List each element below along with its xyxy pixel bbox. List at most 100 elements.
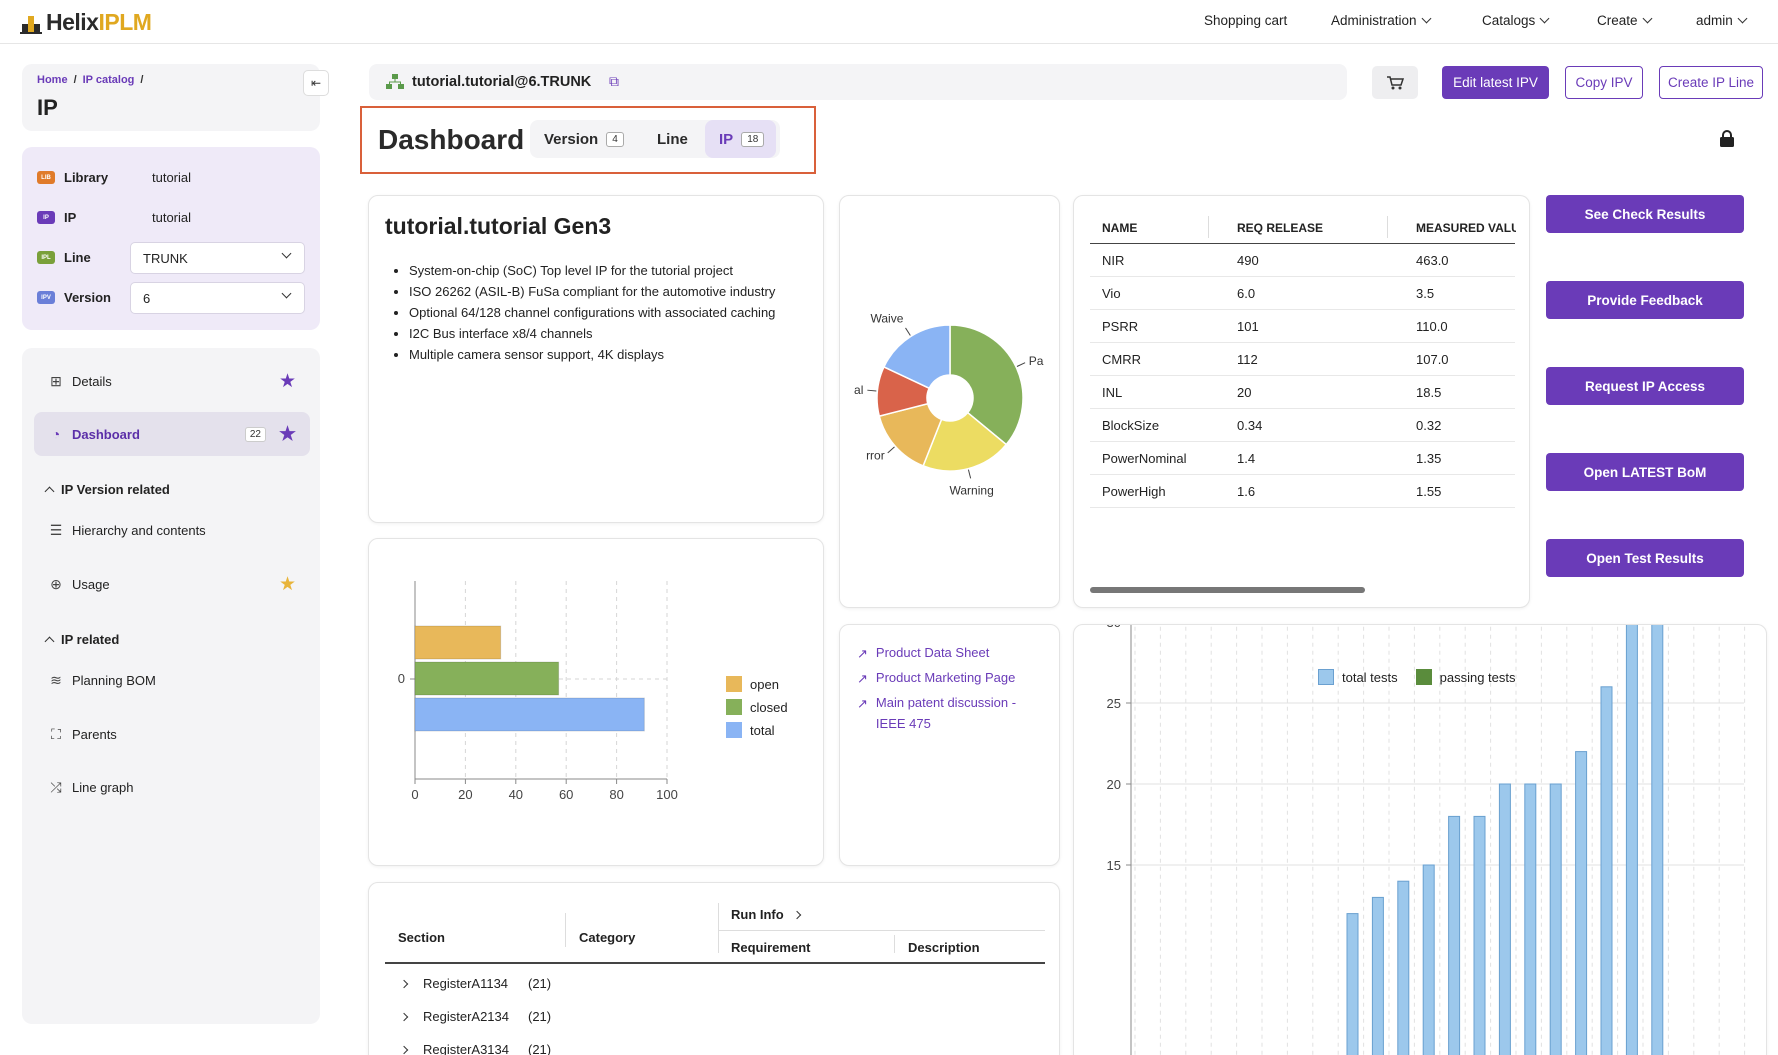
- copy-icon[interactable]: ⧉: [609, 73, 619, 89]
- lock-icon[interactable]: [1720, 130, 1734, 147]
- legend-item[interactable]: total: [726, 722, 788, 738]
- table-row[interactable]: RegisterA1134 (21): [385, 976, 551, 991]
- col-header-run-info[interactable]: Run Info: [731, 907, 801, 922]
- tab-label: IP: [719, 130, 734, 148]
- request-ip-access-button[interactable]: Request IP Access: [1546, 367, 1744, 405]
- version-badge-icon: IPV: [37, 291, 55, 304]
- legend-item[interactable]: passing tests: [1415, 669, 1516, 685]
- edit-latest-ipv-button[interactable]: Edit latest IPV: [1442, 66, 1549, 99]
- x-tick-label: 40: [509, 787, 523, 802]
- nav-create[interactable]: Create: [1597, 13, 1652, 28]
- link-product-data-sheet[interactable]: ↗ Product Data Sheet: [857, 642, 989, 664]
- nav-catalogs[interactable]: Catalogs: [1482, 13, 1550, 28]
- bar-closed[interactable]: [414, 661, 560, 696]
- table-cell: Vio: [1102, 286, 1121, 301]
- bar-total-tests[interactable]: [1498, 783, 1511, 1055]
- table-cell: PowerHigh: [1102, 484, 1166, 499]
- breadcrumb-home[interactable]: Home: [37, 74, 68, 86]
- row-name: RegisterA3134: [423, 1042, 509, 1055]
- bar-total-tests[interactable]: [1422, 864, 1435, 1055]
- cart-button[interactable]: [1372, 66, 1418, 99]
- col-header-req-release[interactable]: REQ RELEASE: [1237, 221, 1324, 235]
- table-row: PowerHigh 1.6 1.55: [1090, 475, 1515, 508]
- col-header-requirement[interactable]: Requirement: [731, 940, 811, 955]
- prop-ip: IP IP tutorial: [37, 210, 191, 225]
- sidebar-item-hierarchy[interactable]: ☰ Hierarchy and contents: [34, 508, 310, 552]
- legend-item[interactable]: total tests: [1318, 669, 1398, 685]
- table-row[interactable]: RegisterA3134 (21): [385, 1042, 551, 1055]
- version-select[interactable]: 6: [130, 282, 305, 314]
- open-test-results-button[interactable]: Open Test Results: [1546, 539, 1744, 577]
- nav-administration[interactable]: Administration: [1331, 13, 1431, 28]
- list-item: ISO 26262 (ASIL-B) FuSa compliant for th…: [409, 281, 775, 302]
- breadcrumb-ip-catalog[interactable]: IP catalog: [82, 74, 135, 86]
- nav-admin-user[interactable]: admin: [1696, 13, 1748, 28]
- tab-ip[interactable]: IP 18: [705, 120, 777, 158]
- favorite-star-icon[interactable]: ★: [278, 423, 296, 445]
- copy-ipv-button[interactable]: Copy IPV: [1565, 66, 1643, 99]
- create-ip-line-button[interactable]: Create IP Line: [1659, 66, 1763, 99]
- logo-text-iplm: IPLM: [98, 9, 152, 35]
- group-ip-related[interactable]: IP related: [44, 632, 120, 647]
- pie-slice[interactable]: [949, 324, 1024, 446]
- pie-label: Pa: [1029, 354, 1044, 368]
- see-check-results-button[interactable]: See Check Results: [1546, 195, 1744, 233]
- sidebar-item-dashboard[interactable]: ◔ Dashboard 22 ★: [34, 412, 310, 456]
- favorite-star-icon[interactable]: ★: [278, 573, 296, 595]
- chevron-right-icon[interactable]: [399, 1012, 409, 1021]
- open-latest-bom-button[interactable]: Open LATEST BoM: [1546, 453, 1744, 491]
- prop-value: tutorial: [152, 170, 192, 185]
- bar-total-tests[interactable]: [1397, 880, 1410, 1055]
- line-select[interactable]: TRUNK: [130, 242, 305, 274]
- tab-line[interactable]: Line: [657, 120, 688, 158]
- collapse-left-icon[interactable]: ⇤: [303, 70, 329, 96]
- legend-item[interactable]: open: [726, 676, 788, 692]
- link-main-patent[interactable]: ↗ Main patent discussion - IEEE 475: [857, 692, 1042, 734]
- chevron-right-icon[interactable]: [399, 979, 409, 988]
- pie-slice[interactable]: [882, 324, 951, 390]
- prop-line: IPL Line: [37, 250, 128, 265]
- provide-feedback-button[interactable]: Provide Feedback: [1546, 281, 1744, 319]
- link-product-marketing-page[interactable]: ↗ Product Marketing Page: [857, 667, 1015, 689]
- group-ip-version-related[interactable]: IP Version related: [44, 482, 170, 497]
- bar-total-tests[interactable]: [1625, 625, 1638, 1055]
- bar-total-tests[interactable]: [1473, 815, 1486, 1055]
- col-header-category[interactable]: Category: [579, 930, 636, 945]
- legend-label: total tests: [1342, 669, 1398, 685]
- horizontal-scrollbar[interactable]: [1090, 587, 1365, 593]
- table-cell: 490: [1237, 253, 1259, 268]
- tab-version[interactable]: Version 4: [544, 120, 632, 158]
- chevron-right-icon[interactable]: [399, 1045, 409, 1054]
- bar-total-tests[interactable]: [1346, 913, 1359, 1055]
- col-header-name[interactable]: NAME: [1102, 221, 1138, 235]
- bar-total[interactable]: [414, 697, 645, 732]
- favorite-star-icon[interactable]: ★: [278, 370, 296, 392]
- bar-total-tests[interactable]: [1371, 896, 1384, 1055]
- prop-label: Line: [64, 250, 91, 265]
- helix-logo[interactable]: Helix IPLM: [20, 9, 152, 36]
- sidebar-item-usage[interactable]: ⊕ Usage ★: [34, 562, 310, 606]
- sidebar-item-planning-bom[interactable]: ≋ Planning BOM: [34, 658, 310, 702]
- table-row[interactable]: RegisterA2134 (21): [385, 1009, 551, 1024]
- sidebar-item-parents[interactable]: ⛶ Parents: [34, 712, 310, 756]
- bar-total-tests[interactable]: [1651, 625, 1664, 1055]
- nav-shopping-cart[interactable]: Shopping cart: [1204, 13, 1287, 28]
- bar-total-tests[interactable]: [1600, 686, 1613, 1055]
- bar-total-tests[interactable]: [1549, 783, 1562, 1055]
- table-cell: 1.35: [1416, 451, 1442, 466]
- bar-total-tests[interactable]: [1448, 815, 1461, 1055]
- bar-total-tests[interactable]: [1575, 751, 1588, 1055]
- legend-item[interactable]: closed: [726, 699, 788, 715]
- col-header-measured-value[interactable]: MEASURED VALU: [1416, 221, 1516, 235]
- col-header-section[interactable]: Section: [398, 930, 445, 945]
- x-tick-label: 100: [656, 787, 678, 802]
- nav-label: Create: [1597, 13, 1638, 28]
- bar-open[interactable]: [414, 625, 502, 660]
- sidebar-item-details[interactable]: ⊞ Details ★: [34, 359, 310, 403]
- pie-slice[interactable]: [922, 411, 1008, 472]
- bar-total-tests[interactable]: [1524, 783, 1537, 1055]
- sidebar-item-line-graph[interactable]: ⤮ Line graph: [34, 765, 310, 809]
- table-cell: BlockSize: [1102, 418, 1160, 433]
- col-header-description[interactable]: Description: [908, 940, 980, 955]
- group-label: IP related: [61, 632, 120, 647]
